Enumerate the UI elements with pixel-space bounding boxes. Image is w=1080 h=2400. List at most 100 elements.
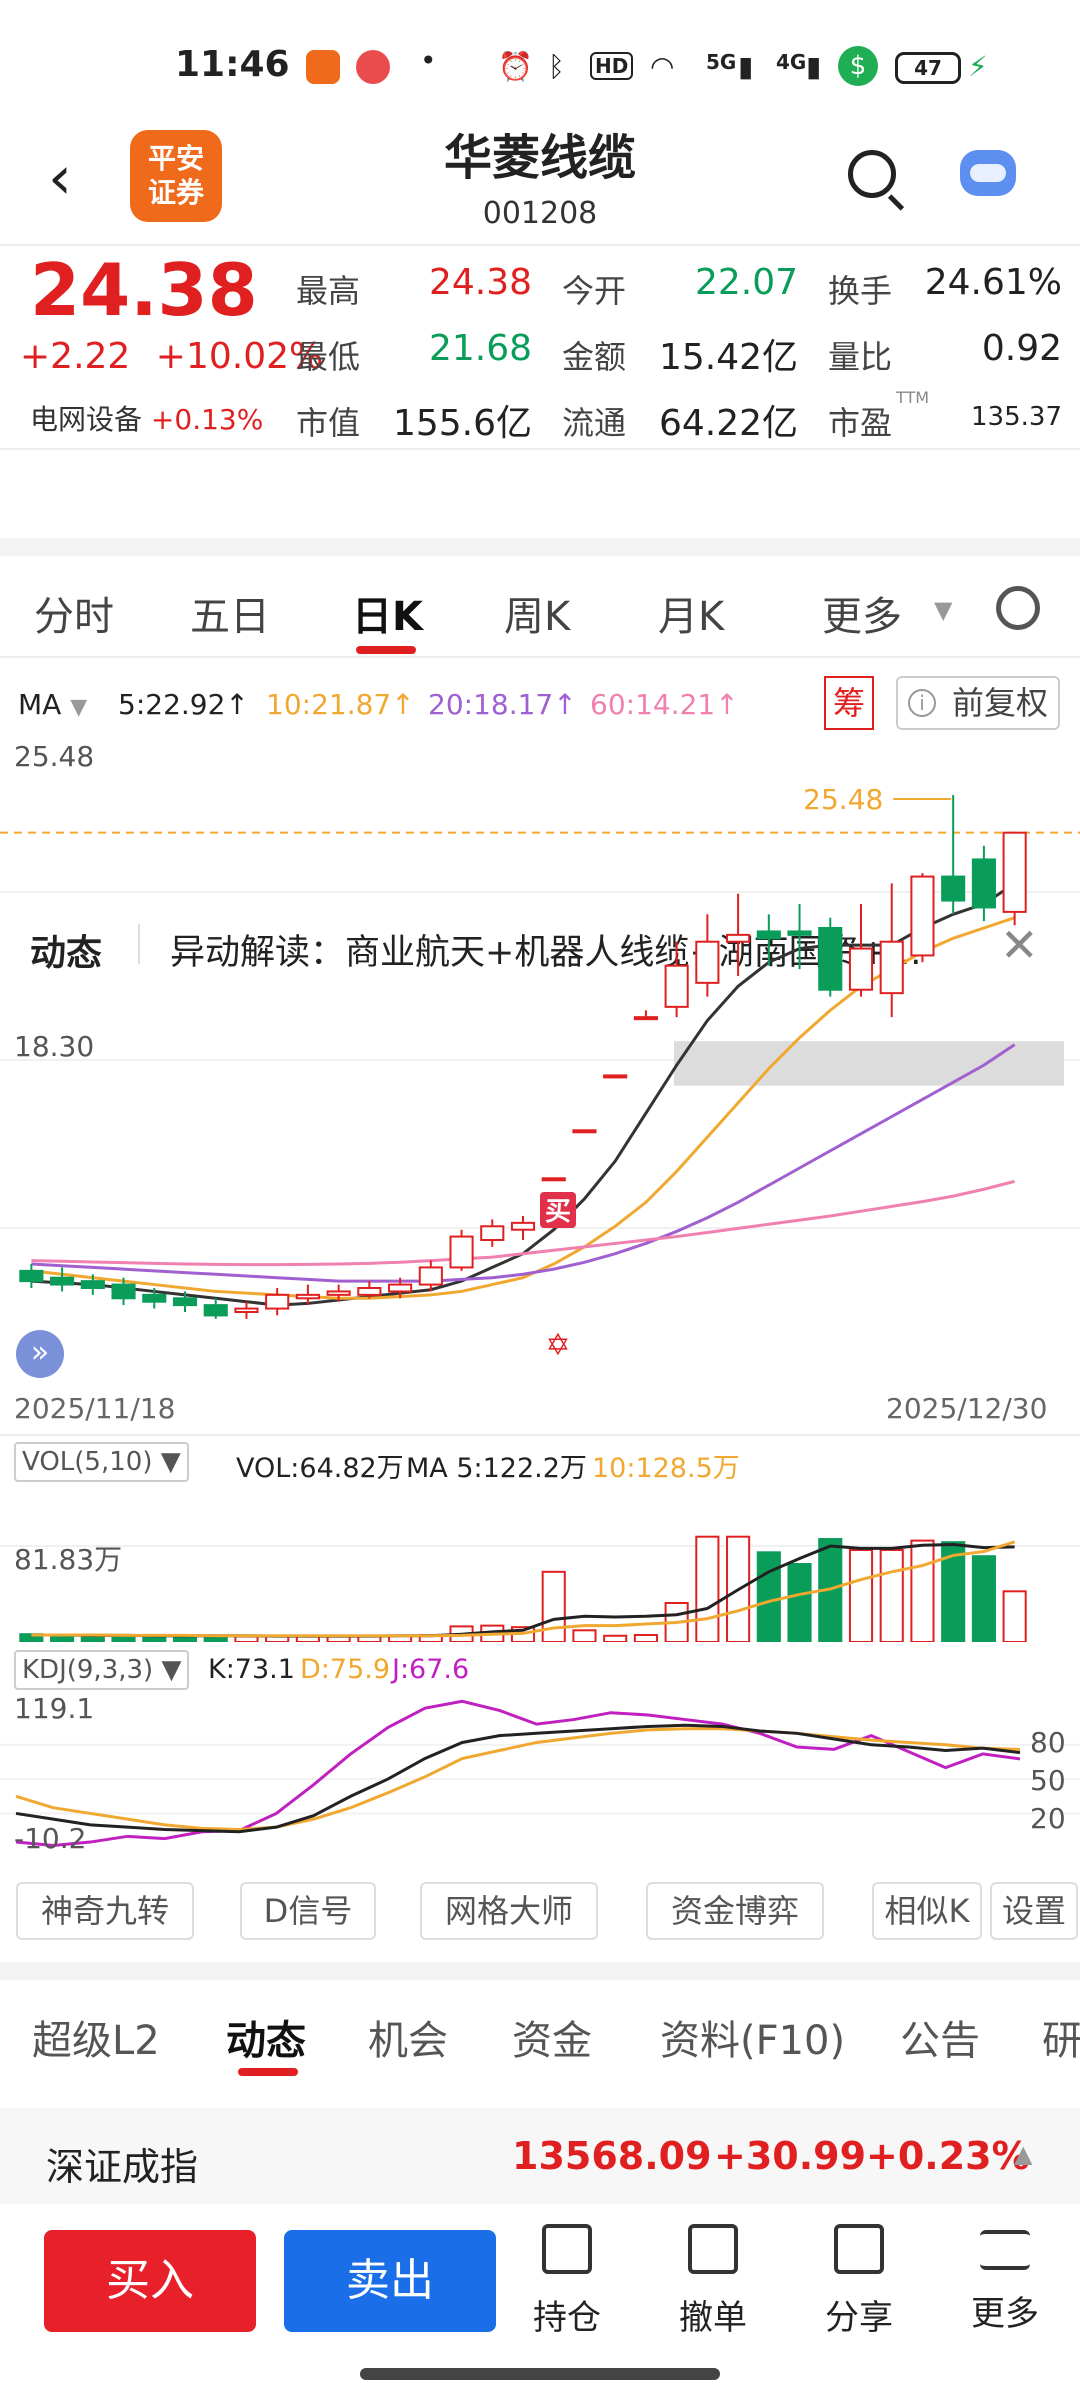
charging-icon: ⚡ — [968, 50, 988, 83]
share-button[interactable]: 分享 — [804, 2224, 914, 2339]
divider — [0, 448, 1080, 450]
undo-icon — [688, 2224, 738, 2274]
shield-dollar-icon: $ — [838, 46, 878, 86]
tab-opportunity[interactable]: 机会 — [368, 2018, 448, 2064]
candle — [879, 940, 904, 995]
ma60-line — [31, 1179, 1016, 1267]
candle — [633, 1016, 658, 1021]
candle — [603, 1074, 628, 1079]
candle — [50, 1276, 75, 1286]
buy-button[interactable]: 买入 — [44, 2230, 256, 2332]
volume-bar — [541, 1570, 566, 1642]
ma-selector[interactable]: MA ▼ — [18, 688, 87, 721]
section-gap — [0, 538, 1080, 556]
quote-value: 24.38 — [428, 262, 532, 303]
quote-label: 量比 — [828, 338, 893, 376]
vol-indicator-selector[interactable]: VOL(5,10) ▼ — [14, 1442, 189, 1482]
index-name: 深证成指 — [46, 2145, 199, 2189]
chevron-up-icon[interactable]: ▲ — [1014, 2140, 1033, 2168]
ai-assistant-icon[interactable] — [960, 150, 1016, 196]
support-zone — [674, 1041, 1064, 1086]
chevron-down-icon[interactable]: ▼ — [934, 596, 953, 624]
quote-value: 21.68 — [428, 328, 532, 369]
tool-similar-k[interactable]: 相似K — [872, 1882, 982, 1940]
tab-dynamic[interactable]: 动态 — [226, 2018, 306, 2064]
kdj-indicator-selector[interactable]: KDJ(9,3,3) ▼ — [14, 1650, 190, 1690]
tab-fenshi[interactable]: 分时 — [34, 594, 114, 640]
tool-fund-game[interactable]: 资金博弈 — [646, 1882, 824, 1940]
chip-distribution-button[interactable]: 筹 — [824, 676, 874, 730]
tab-f10[interactable]: 资料(F10) — [660, 2018, 846, 2064]
battery-indicator: 47 — [895, 52, 961, 84]
candle — [19, 1269, 44, 1283]
news-text[interactable]: 异动解读：商业航天+机器人线缆+湖南国资+... — [170, 933, 922, 973]
tool-grid-master[interactable]: 网格大师 — [420, 1882, 598, 1940]
quote-label: 最低 — [296, 338, 361, 376]
news-tag: 动态 — [30, 933, 103, 974]
wifi-icon: ◠ — [650, 50, 675, 83]
max-price-label: 25.48 — [803, 783, 883, 816]
candle — [326, 1290, 351, 1296]
candle — [480, 1225, 505, 1241]
divider — [0, 656, 1080, 658]
volume-chart[interactable] — [0, 1486, 1080, 1642]
change-percent: +10.02% — [155, 336, 324, 377]
tool-settings[interactable]: 设置 — [990, 1882, 1078, 1940]
sector-change[interactable]: 电网设备 +0.13% — [30, 398, 263, 438]
sell-button[interactable]: 卖出 — [284, 2230, 496, 2332]
broker-logo: 平安 证券 — [130, 130, 222, 222]
signal-5g-icon: 5G — [706, 50, 737, 74]
kdj-label: KDJ(9,3,3) — [22, 1655, 154, 1685]
kdj-ref-80: 80 — [1030, 1726, 1066, 1759]
tool-magic-nine[interactable]: 神奇九转 — [16, 1882, 194, 1940]
cancel-order-button[interactable]: 撤单 — [658, 2224, 768, 2339]
candle — [695, 940, 720, 984]
x-label-start: 2025/11/18 — [14, 1392, 176, 1425]
ttm-superscript: TTM — [896, 388, 930, 407]
tab-wuri[interactable]: 五日 — [190, 594, 270, 640]
expand-icon[interactable]: » — [16, 1330, 64, 1378]
gear-icon[interactable] — [996, 586, 1040, 630]
index-bar[interactable] — [0, 2108, 1080, 2204]
status-bar: 11:46 • ⏰ ᛒ HD ◠ 5G ▮ 4G ▮ $ 47 ⚡ — [0, 0, 1080, 130]
divider — [0, 1434, 1080, 1436]
tool-d-signal[interactable]: D信号 — [240, 1882, 376, 1940]
news-ticker[interactable]: 动态 异动解读：商业航天+机器人线缆+湖南国资+... ✕ — [0, 450, 1080, 974]
tab-funds[interactable]: 资金 — [512, 2018, 592, 2064]
more-button[interactable]: 更多 — [950, 2224, 1060, 2335]
vol-ma10-line — [31, 1540, 1016, 1638]
tab-week-k[interactable]: 周K — [504, 594, 571, 640]
signal-bars-icon: ▮ — [738, 50, 754, 83]
tab-super-l2[interactable]: 超级L2 — [32, 2018, 160, 2064]
volume-bar — [879, 1548, 904, 1642]
kdj-j-value: J:67.6 — [392, 1654, 470, 1685]
price-change: +2.22 +10.02% — [20, 336, 323, 377]
home-indicator — [360, 2368, 720, 2380]
kdj-ref-50: 50 — [1030, 1764, 1066, 1797]
vol-y-label: 81.83万 — [14, 1543, 123, 1576]
tab-research[interactable]: 研 — [1042, 2018, 1080, 2064]
vol-value: VOL:64.82万 — [236, 1453, 404, 1484]
adjust-mode-button[interactable]: i 前复权 — [896, 676, 1060, 730]
active-tab-underline — [356, 646, 416, 654]
tab-day-k[interactable]: 日K — [352, 594, 423, 640]
hold-button[interactable]: 持仓 — [512, 2224, 622, 2339]
kdj-d-value: D:75.9 — [300, 1654, 391, 1685]
kdj-chart[interactable] — [0, 1696, 1080, 1852]
chevron-down-icon: ▼ — [70, 695, 88, 720]
quote-label: 流通 — [562, 404, 627, 442]
close-icon[interactable]: ✕ — [1000, 918, 1039, 972]
tab-more[interactable]: 更多 — [822, 594, 902, 640]
tab-month-k[interactable]: 月K — [658, 594, 725, 640]
candle — [510, 1221, 536, 1231]
quote-label: 今开 — [562, 272, 627, 310]
tab-announcement[interactable]: 公告 — [900, 2018, 980, 2064]
back-icon[interactable]: ‹ — [48, 143, 72, 213]
search-icon[interactable] — [848, 150, 896, 198]
app-notification-icon — [306, 50, 340, 84]
quote-label: 最高 — [296, 272, 361, 310]
candle — [848, 947, 874, 991]
ma5-line — [31, 882, 1016, 1307]
ma20-value: 20:18.17↑ — [428, 688, 577, 721]
kline-chart[interactable]: 25.48卖T卖买T买卖买✡ — [0, 740, 1080, 1380]
